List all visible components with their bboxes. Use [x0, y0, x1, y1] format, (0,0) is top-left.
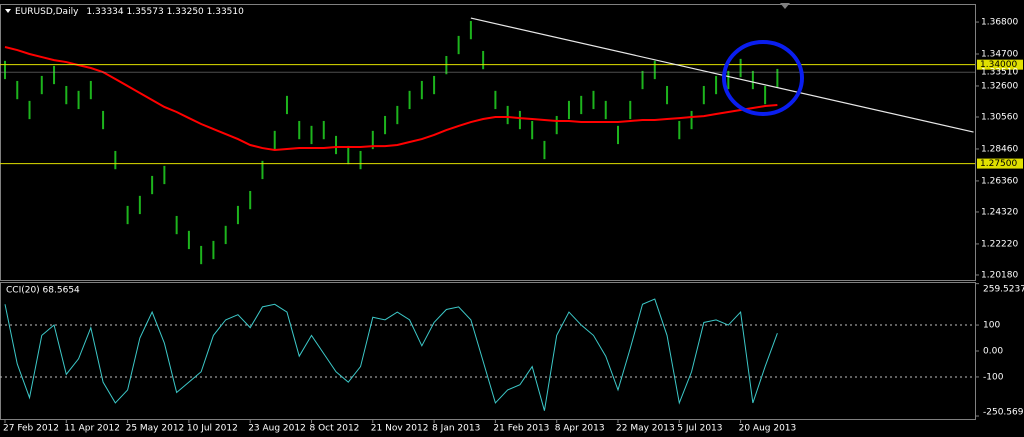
y-tick-label: -100 — [983, 372, 1004, 382]
x-tick-label: 11 Apr 2012 — [64, 424, 120, 434]
shift-marker — [780, 3, 790, 9]
y-tick-label: 1.30560 — [981, 113, 1018, 123]
last-price-label: 1.33510 — [981, 68, 1018, 78]
x-tick-label: 25 May 2012 — [126, 424, 185, 434]
price-header: EURUSD,Daily 1.33334 1.35573 1.33250 1.33… — [15, 7, 244, 17]
x-tick-label: 21 Feb 2013 — [493, 424, 549, 434]
x-tick-label: 23 Aug 2012 — [248, 424, 306, 434]
y-tick-label: 1.24320 — [981, 207, 1018, 217]
x-tick-label: 8 Jan 2013 — [432, 424, 480, 434]
cci-title: CCI(20) 68.5654 — [6, 286, 80, 296]
y-tick-label: 1.20180 — [981, 270, 1018, 280]
y-tick-label: 1.36800 — [981, 18, 1018, 28]
y-tick-label: 259.5237 — [983, 285, 1024, 295]
y-tick-label: -250.569 — [983, 408, 1024, 418]
x-tick-label: 22 May 2013 — [616, 424, 675, 434]
x-tick-label: 8 Apr 2013 — [555, 424, 605, 434]
y-tick-label: 1.34700 — [981, 50, 1018, 60]
moving-average — [4, 46, 778, 152]
plot-layer: 1.36800 1.34700 1.32600 1.30560 1.28460 1.263… — [0, 17, 1024, 434]
x-tick-label: 20 Aug 2013 — [739, 424, 797, 434]
y-tick-label: 1.26360 — [981, 176, 1018, 186]
x-tick-label: 8 Oct 2012 — [310, 424, 360, 434]
price-panel — [0, 4, 976, 281]
level-label: 1.27500 — [980, 159, 1017, 169]
y-tick-label: 100 — [983, 321, 1000, 331]
ohlc-readout: 1.33334 1.35573 1.33250 1.33510 — [86, 7, 244, 17]
cci-line — [4, 298, 778, 411]
x-tick-label: 5 Jul 2013 — [677, 424, 722, 434]
highlight-circle — [722, 40, 804, 116]
level-label-box — [977, 158, 1023, 169]
x-tick-label: 21 Nov 2012 — [371, 424, 429, 434]
y-tick-label: 1.22220 — [981, 239, 1018, 249]
level-label: 1.34000 — [980, 60, 1017, 70]
x-tick-label: 27 Feb 2012 — [3, 424, 59, 434]
y-tick-label: 0.00 — [983, 347, 1003, 357]
menu-arrow[interactable] — [5, 9, 11, 13]
x-tick-label: 10 Jul 2012 — [187, 424, 238, 434]
y-tick-label: 1.32600 — [981, 81, 1018, 91]
y-tick-label: 1.28460 — [981, 144, 1018, 154]
level-label-box — [977, 59, 1023, 70]
symbol: EURUSD,Daily — [15, 7, 79, 17]
